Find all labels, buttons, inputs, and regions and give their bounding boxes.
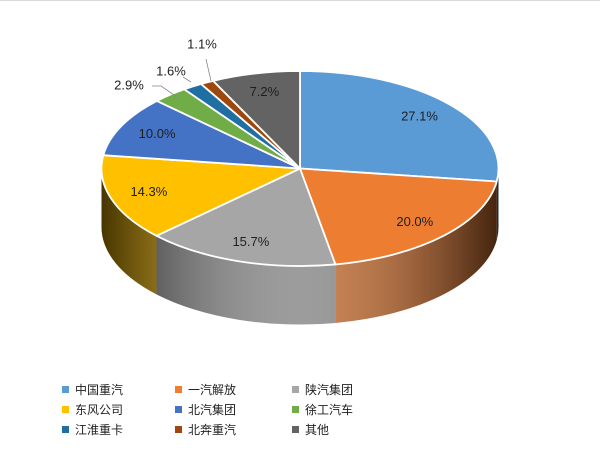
svg-text:1.1%: 1.1%	[187, 36, 217, 51]
svg-text:10.0%: 10.0%	[139, 126, 176, 141]
svg-text:2.9%: 2.9%	[114, 77, 144, 92]
svg-text:20.0%: 20.0%	[396, 214, 433, 229]
svg-text:7.2%: 7.2%	[250, 84, 280, 99]
svg-text:27.1%: 27.1%	[401, 109, 438, 124]
svg-text:1.6%: 1.6%	[156, 63, 186, 78]
svg-text:14.3%: 14.3%	[130, 184, 167, 199]
svg-text:15.7%: 15.7%	[232, 234, 269, 249]
